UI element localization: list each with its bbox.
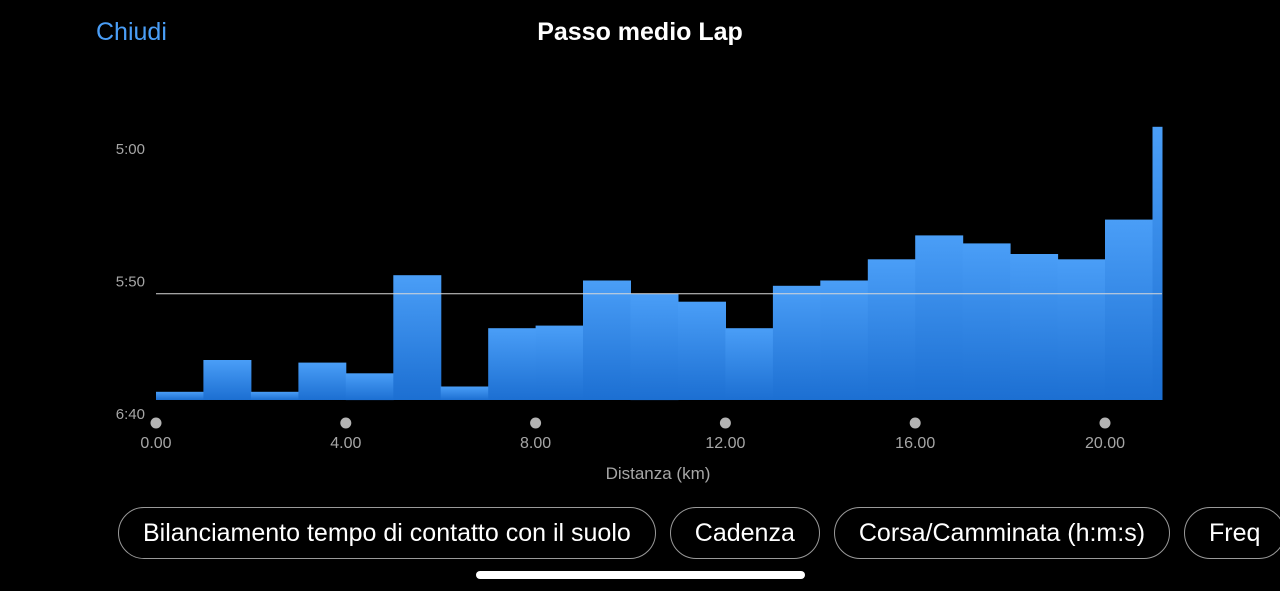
x-tick-label: 0.00 — [140, 435, 171, 452]
home-indicator[interactable] — [476, 571, 805, 579]
pace-bar[interactable] — [725, 328, 774, 400]
y-tick-label: 6:40 — [116, 406, 145, 423]
pace-bar[interactable] — [772, 285, 821, 400]
pace-bar[interactable] — [583, 280, 631, 401]
x-tick-label: 16.00 — [895, 435, 935, 452]
pace-bar[interactable] — [1152, 126, 1163, 401]
x-tick-marker[interactable] — [719, 417, 731, 429]
x-tick-label: 8.00 — [520, 435, 551, 452]
metric-selector: Bilanciamento tempo di contatto con il s… — [118, 507, 1280, 561]
pace-bar[interactable] — [1105, 219, 1153, 400]
pace-bar[interactable] — [203, 360, 252, 400]
metric-pill[interactable]: Cadenza — [669, 507, 820, 559]
pace-bar[interactable] — [535, 325, 584, 400]
x-tick-marker[interactable] — [1099, 417, 1111, 429]
pace-bar[interactable] — [488, 328, 537, 400]
pace-bar[interactable] — [867, 259, 916, 400]
metric-pill[interactable]: Freq — [1184, 507, 1280, 559]
y-tick-label: 5:50 — [116, 274, 145, 291]
pace-bar[interactable] — [440, 386, 489, 401]
x-tick-marker[interactable] — [530, 417, 542, 429]
pace-bar[interactable] — [962, 243, 1011, 400]
x-tick-label: 20.00 — [1085, 435, 1125, 452]
x-tick-marker[interactable] — [909, 417, 921, 429]
close-button[interactable]: Chiudi — [96, 18, 167, 46]
pace-bar[interactable] — [345, 373, 394, 401]
pace-bar[interactable] — [298, 362, 347, 400]
x-axis-label: Distanza (km) — [606, 464, 711, 483]
pace-bar[interactable] — [820, 280, 869, 401]
metric-pill[interactable]: Corsa/Camminata (h:m:s) — [833, 507, 1171, 559]
metric-pill[interactable]: Bilanciamento tempo di contatto con il s… — [118, 507, 656, 559]
page-title: Passo medio Lap — [537, 18, 743, 46]
pace-bar[interactable] — [630, 293, 679, 401]
pace-bar[interactable] — [678, 301, 726, 400]
pace-bar[interactable] — [915, 235, 964, 400]
y-tick-label: 5:00 — [116, 141, 145, 158]
x-tick-marker[interactable] — [340, 417, 352, 429]
x-tick-marker[interactable] — [150, 417, 162, 429]
x-tick-label: 4.00 — [330, 435, 361, 452]
pace-bar[interactable] — [156, 391, 204, 400]
pace-bar[interactable] — [1010, 254, 1059, 400]
y-axis: 5:00 5:50 6:40 — [116, 141, 145, 423]
x-axis: 0.00 4.00 8.00 12.00 16.00 20.00 — [140, 417, 1125, 452]
pace-bar[interactable] — [393, 275, 442, 400]
bars-group — [156, 126, 1163, 401]
pace-bar[interactable] — [1057, 259, 1106, 400]
pace-chart[interactable]: 5:00 5:50 6:40 0.00 4.00 8.00 12.00 16.00 20.00… — [0, 0, 1280, 500]
pace-bar[interactable] — [250, 391, 299, 400]
x-tick-label: 12.00 — [705, 435, 745, 452]
